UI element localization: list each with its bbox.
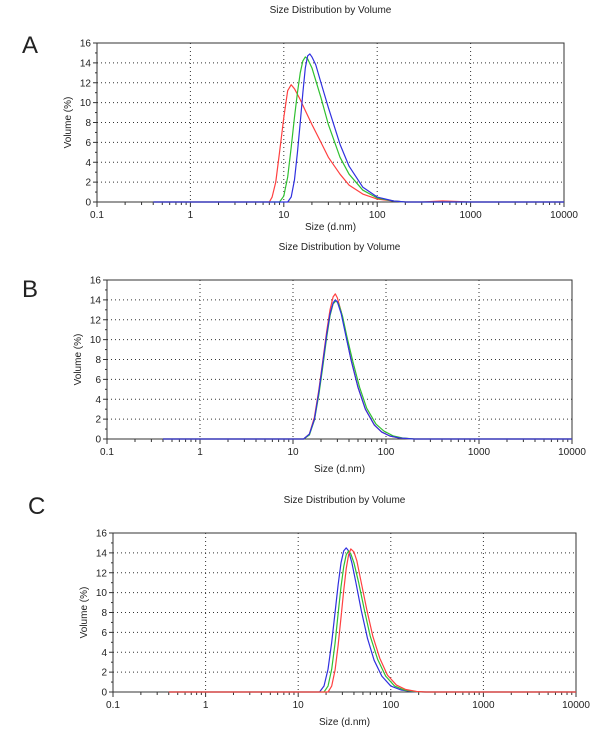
- y-tick-label: 0: [85, 198, 91, 209]
- y-tick-label: 8: [85, 118, 91, 129]
- panel-label: C: [28, 493, 46, 520]
- y-tick-label: 6: [85, 138, 91, 149]
- y-tick-label: 6: [101, 628, 107, 639]
- series-line-3: [162, 299, 572, 440]
- y-tick-label: 10: [80, 98, 92, 109]
- panel-label: A: [22, 32, 39, 59]
- x-tick-label: 10: [293, 700, 305, 711]
- x-tick-label: 10: [278, 210, 290, 221]
- x-tick-label: 0.1: [106, 700, 120, 711]
- x-axis-label: Size (d.nm): [305, 222, 356, 233]
- x-tick-label: 1000: [468, 447, 491, 458]
- series-line-2: [168, 550, 576, 693]
- y-tick-label: 2: [95, 415, 101, 426]
- chart-panel-c: C Size Distribution by Volume 0.1 1 10 100 10…: [0, 483, 600, 732]
- y-tick-label: 2: [85, 178, 91, 189]
- chart-panel-b: B Size Distribution by Volume 0.1 1 10 100 10…: [0, 236, 600, 481]
- x-tick-label: 1: [203, 700, 209, 711]
- y-tick-label: 2: [101, 668, 107, 679]
- series-line-3: [153, 53, 564, 203]
- y-tick-label: 16: [96, 529, 108, 540]
- y-tick-label: 0: [95, 435, 101, 446]
- y-tick-label: 6: [95, 375, 101, 386]
- y-tick-label: 12: [90, 315, 102, 326]
- chart-title: Size Distribution by Volume: [279, 242, 401, 253]
- x-tick-label: 100: [378, 447, 395, 458]
- x-tick-label: 10: [287, 447, 299, 458]
- x-tick-label: 10000: [558, 447, 586, 458]
- x-tick-label: 100: [369, 210, 386, 221]
- y-tick-label: 14: [80, 58, 92, 69]
- x-tick-label: 1000: [472, 700, 495, 711]
- x-tick-label: 0.1: [90, 210, 104, 221]
- y-tick-label: 4: [85, 158, 91, 169]
- x-axis-label: Size (d.nm): [319, 717, 370, 728]
- y-tick-label: 12: [80, 78, 92, 89]
- x-tick-label: 1: [188, 210, 194, 221]
- chart-panel-a: A Size Distribution by Volume 0.1 1 10 100 10…: [0, 0, 600, 240]
- y-axis-label: Volume (%): [73, 334, 84, 386]
- y-tick-label: 16: [90, 276, 102, 287]
- series-line-1: [162, 293, 572, 440]
- x-tick-label: 1: [197, 447, 203, 458]
- y-tick-label: 8: [101, 608, 107, 619]
- series-line-3: [168, 548, 576, 693]
- y-axis-label: Volume (%): [63, 97, 74, 149]
- y-tick-label: 12: [96, 568, 108, 579]
- y-tick-label: 14: [96, 548, 108, 559]
- y-tick-label: 16: [80, 39, 92, 50]
- y-tick-label: 14: [90, 295, 102, 306]
- x-tick-label: 10000: [562, 700, 590, 711]
- y-tick-label: 4: [95, 395, 101, 406]
- plot-frame: [112, 532, 577, 693]
- panel-label: B: [22, 276, 39, 303]
- series-line-2: [162, 300, 572, 440]
- y-tick-label: 10: [96, 588, 108, 599]
- x-tick-label: 100: [382, 700, 399, 711]
- x-tick-label: 1000: [459, 210, 482, 221]
- y-tick-label: 4: [101, 648, 107, 659]
- x-axis-label: Size (d.nm): [314, 464, 365, 475]
- chart-title: Size Distribution by Volume: [270, 5, 392, 16]
- y-axis-label: Volume (%): [79, 587, 90, 639]
- y-tick-label: 0: [101, 688, 107, 699]
- series-line-1: [168, 547, 576, 693]
- x-tick-label: 0.1: [100, 447, 114, 458]
- y-tick-label: 8: [95, 355, 101, 366]
- chart-title: Size Distribution by Volume: [284, 495, 406, 506]
- y-tick-label: 10: [90, 335, 102, 346]
- x-tick-label: 10000: [550, 210, 578, 221]
